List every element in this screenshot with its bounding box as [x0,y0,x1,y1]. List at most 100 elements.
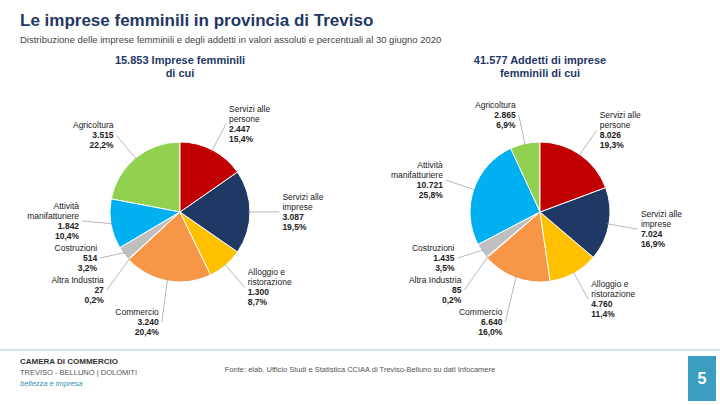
page-number: 5 [698,370,707,387]
footer-motto: bellezza e impresa [20,379,83,388]
value-label: 1.4353,5% [433,253,455,273]
value-label-line: 3,5% [435,263,455,273]
category-label-line: Alloggio e [248,267,286,277]
value-label-line: 2.447 [229,124,251,134]
data-label: Alloggio eristorazione4.76011,4% [591,279,635,319]
value-label-line: 15,4% [229,134,254,144]
data-label: Servizi alleimprese3.08719,5% [282,192,323,232]
chart-title: 41.577 Addetti di impresefemminili di cu… [474,54,606,79]
category-label: Agricoltura [475,100,516,110]
value-label-line: 3.515 [92,130,114,140]
value-label-line: 19,3% [600,140,625,150]
value-label: 8.02619,3% [600,130,625,150]
data-label: Alloggio eristorazione1.3008,7% [248,267,292,307]
category-label-line: Agricoltura [73,120,114,130]
category-label-line: Attività [54,201,80,211]
value-label-line: 3.240 [138,317,160,327]
value-label: 3.51522,2% [90,130,115,150]
data-labels: Agricoltura2.8656,9% Attivitàmanifatturie… [391,100,682,337]
value-label-line: 8.026 [600,130,622,140]
value-label-line: 16,9% [641,239,666,249]
value-label-line: 25,8% [419,190,444,200]
category-label: Servizi allepersone [600,110,641,130]
leader-line [519,115,526,146]
value-label-line: 20,4% [135,327,160,337]
value-label-line: 0,2% [84,295,104,305]
category-label: Commercio [459,307,503,317]
data-label: Servizi alleimprese7.02416,9% [641,209,682,249]
data-label: Costruzioni5143,2% [55,243,98,273]
category-label-line: Servizi alle [641,209,682,219]
data-label: Servizi allepersone2.44715,4% [229,104,270,144]
value-label: 4.76011,4% [591,299,615,319]
pie-slice [487,212,550,282]
value-label-line: 22,2% [90,140,115,150]
category-label-line: Costruzioni [412,243,455,253]
slices [470,142,610,282]
category-label-line: manifatturiere [391,170,443,180]
value-label: 270,2% [84,285,104,305]
data-label: Agricoltura2.8656,9% [475,100,516,130]
leader-line [573,271,588,299]
footer-separator [0,350,720,351]
value-label-line: 19,5% [282,222,307,232]
chart-title-line: 15.853 Imprese femminili [115,54,245,66]
leader-line [607,224,638,229]
pie-slice [540,142,606,212]
category-label: Servizi alleimprese [641,209,682,229]
leader-line [117,135,137,159]
value-label: 850,2% [442,285,462,305]
category-label: Servizi alleimprese [282,192,323,212]
leader-line [458,250,484,258]
value-label: 7.02416,9% [641,229,666,249]
category-label-line: persone [600,120,631,130]
category-label-line: Servizi alle [282,192,323,202]
category-label: Attivitàmanifatturiere [391,160,443,180]
category-label-line: Servizi alle [600,110,641,120]
value-label: 5143,2% [78,253,98,273]
data-label: Agricoltura3.51522,2% [73,120,114,150]
pie-chart: 15.853 Imprese femminilidi cuiAgricoltur… [27,54,324,337]
footer: CAMERA DI COMMERCIOTREVISO - BELLUNO | D… [20,356,716,401]
category-label: Altra Industria [409,275,462,285]
category-label: Commercio [115,307,159,317]
category-label-line: ristorazione [248,277,292,287]
value-label-line: 10.721 [417,180,443,190]
leader-line [464,256,488,290]
category-label-line: Altra Industria [51,275,104,285]
value-label-line: 4.760 [591,299,613,309]
leader-line [100,252,125,258]
category-label-line: Alloggio e [591,279,629,289]
category-label: Alloggio eristorazione [591,279,635,299]
value-label-line: 1.842 [58,221,80,231]
pie-chart: 41.577 Addetti di impresefemminili di cu… [391,54,682,337]
footer-source: Fonte: elab. Ufficio Studi e Statistica … [225,365,495,374]
data-label: Commercio6.64016,0% [459,307,503,337]
pie-slice [180,142,237,212]
data-label: Costruzioni1.4353,5% [412,243,455,273]
value-label: 1.3008,7% [248,287,270,307]
leader-line [446,180,476,190]
category-label-line: Commercio [115,307,159,317]
value-label: 2.8656,9% [494,110,516,130]
leader-line [579,130,597,156]
leader-line [107,258,130,290]
value-label: 1.84210,4% [55,221,80,241]
category-label-line: imprese [282,202,313,212]
value-label-line: 1.300 [248,287,270,297]
footer-org: CAMERA DI COMMERCIO [20,357,118,366]
value-label-line: 6,9% [496,120,516,130]
data-label: Attivitàmanifatturiere10.72125,8% [391,160,443,200]
category-label: Servizi allepersone [229,104,270,124]
data-label: Attivitàmanifatturiere1.84210,4% [27,201,79,241]
category-label-line: ristorazione [591,289,635,299]
leader-line [82,221,113,224]
value-label-line: 7.024 [641,229,663,239]
category-label-line: persone [229,114,260,124]
value-label: 6.64016,0% [478,317,503,337]
category-label-line: imprese [641,219,672,229]
chart-title-line: femminili di cui [500,67,580,79]
value-label-line: 0,2% [442,295,462,305]
leader-line [224,264,245,288]
category-label: Costruzioni [55,243,98,253]
